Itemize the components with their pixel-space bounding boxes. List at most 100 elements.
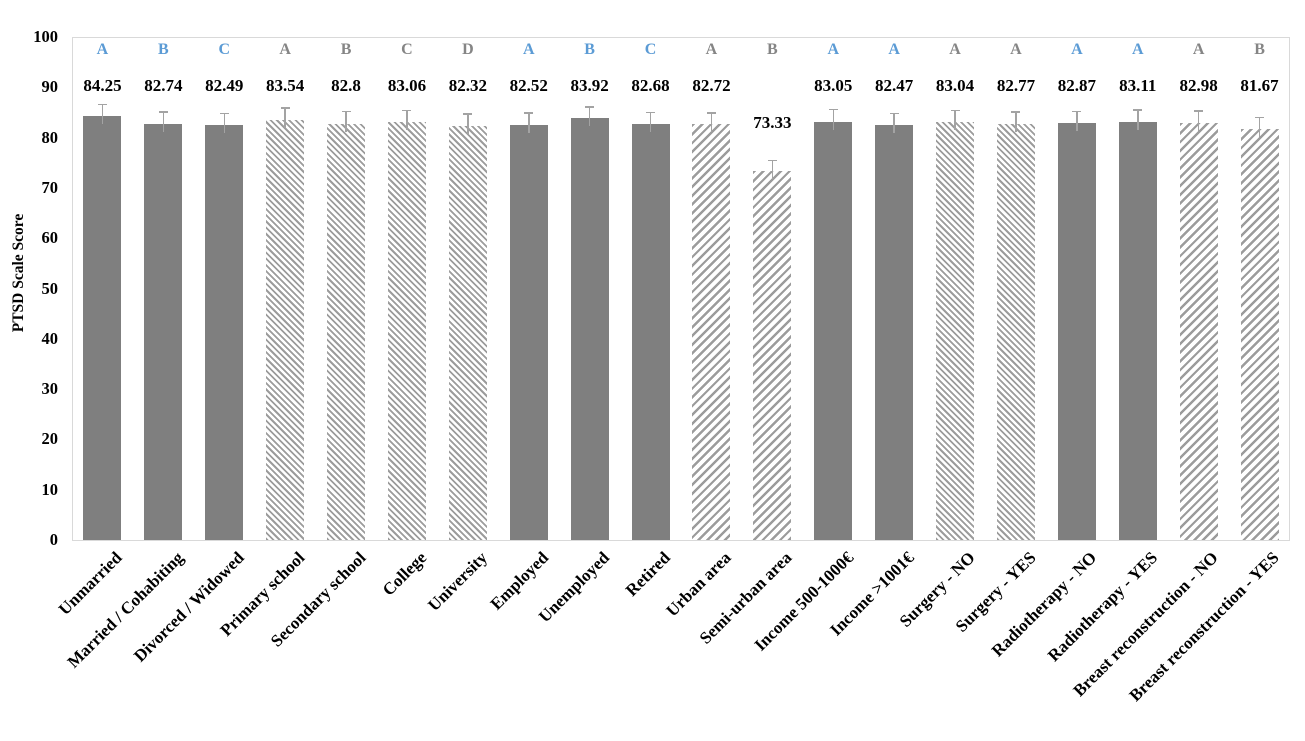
error-bar-cap [889, 112, 899, 115]
error-bar-cap [280, 107, 290, 109]
significance-letter: B [584, 41, 595, 58]
error-bar-line [162, 112, 165, 132]
x-axis-label: Retired [622, 548, 674, 600]
bar-value-label: 73.33 [753, 113, 792, 133]
y-tick-label: 30 [41, 379, 59, 399]
error-bar-cap [828, 108, 838, 111]
bar [996, 123, 1035, 540]
x-axis-label: College [378, 548, 431, 600]
bar [875, 125, 914, 540]
error-bar-line [832, 110, 834, 131]
bar [266, 119, 305, 540]
bar-value-label: 82.87 [1057, 76, 1096, 95]
error-bar-line [1197, 111, 1200, 131]
error-bar-line [284, 108, 286, 128]
significance-letter: D [462, 41, 474, 58]
bar-value-label: 83.11 [1119, 76, 1157, 95]
significance-letter: B [767, 41, 778, 58]
bar-value-label: 83.92 [570, 76, 609, 95]
error-bar-cap [1194, 110, 1204, 112]
y-tick-label: 10 [41, 479, 59, 499]
bar [814, 122, 853, 540]
error-bar-line [771, 161, 774, 180]
error-bar-line [1137, 110, 1139, 130]
y-tick-label: 50 [41, 278, 59, 298]
significance-letter: B [158, 41, 169, 58]
y-tick-label: 100 [33, 27, 58, 46]
bar [1057, 123, 1096, 540]
significance-letter: A [96, 41, 109, 58]
bar-value-label: 82.72 [692, 76, 731, 95]
error-bar-cap [1133, 109, 1143, 111]
error-bar-line [588, 107, 591, 126]
bar-value-label: 83.04 [935, 76, 975, 95]
plot-area [72, 37, 1290, 541]
y-tick-label: 80 [41, 127, 59, 147]
significance-letter: C [401, 41, 413, 58]
significance-letter: A [705, 41, 718, 58]
error-bar-cap [767, 159, 777, 162]
bar [631, 124, 670, 540]
bar [83, 116, 122, 540]
error-bar-cap [1011, 111, 1021, 113]
bar-value-label: 84.25 [83, 76, 122, 95]
bar [1118, 121, 1157, 540]
significance-letter: A [949, 41, 961, 58]
bar-value-label: 82.47 [875, 76, 914, 95]
error-bar-line [406, 111, 408, 131]
error-bar-cap [646, 111, 656, 114]
bar [387, 122, 426, 540]
error-bar-cap [97, 103, 107, 106]
bar [509, 124, 548, 540]
significance-letter: C [644, 41, 657, 58]
error-bar-line [649, 113, 652, 133]
bar [936, 122, 975, 540]
error-bar-line [467, 114, 469, 134]
error-bar-line [223, 114, 225, 134]
error-bar-line [954, 111, 956, 131]
error-bar-line [345, 112, 347, 132]
bar-value-label: 82.77 [996, 76, 1036, 95]
error-bar-line [1258, 118, 1261, 138]
bar-value-label: 82.32 [448, 76, 487, 95]
error-bar-line [528, 113, 530, 133]
bar-value-label: 81.67 [1240, 76, 1279, 95]
bar [753, 171, 792, 540]
bar-value-label: 83.05 [814, 76, 853, 95]
x-axis-label: University [424, 548, 492, 615]
bar-value-label: 82.68 [631, 76, 670, 95]
significance-letter: A [888, 41, 900, 58]
significance-letter: A [279, 41, 291, 58]
bar [1240, 129, 1279, 540]
bar-value-label: 83.06 [387, 76, 427, 95]
x-axis-label: Radiotherapy - YES [1044, 548, 1162, 666]
error-bar-cap [158, 111, 168, 113]
error-bar-cap [341, 110, 351, 113]
bar [205, 125, 244, 540]
bar-value-label: 83.54 [266, 76, 305, 95]
bar-value-label: 82.98 [1179, 76, 1218, 95]
error-bar-cap [402, 109, 412, 112]
error-bar-cap [706, 112, 716, 114]
bar-value-label: 82.8 [331, 76, 361, 95]
error-bar-line [1015, 112, 1017, 132]
x-axis-label: Married / Cohabiting [63, 548, 187, 672]
error-bar-cap [950, 109, 960, 112]
x-axis-label: Divorced / Widowed [130, 548, 248, 666]
significance-letter: C [218, 41, 231, 58]
error-bar-line [101, 105, 104, 125]
bar-value-label: 82.52 [509, 76, 548, 95]
significance-letter: B [1254, 41, 1265, 58]
significance-letter: A [827, 41, 840, 58]
x-axis-label: Radiotherapy - NO [988, 548, 1101, 661]
y-tick-label: 20 [41, 429, 59, 449]
significance-letter: A [1071, 41, 1083, 58]
error-bar-cap [219, 112, 229, 114]
error-bar-cap [1255, 116, 1265, 119]
significance-letter: A [1010, 41, 1022, 58]
significance-letter: A [1192, 41, 1205, 58]
error-bar-line [1076, 112, 1078, 132]
bar [692, 123, 731, 540]
error-bar-cap [524, 112, 534, 114]
